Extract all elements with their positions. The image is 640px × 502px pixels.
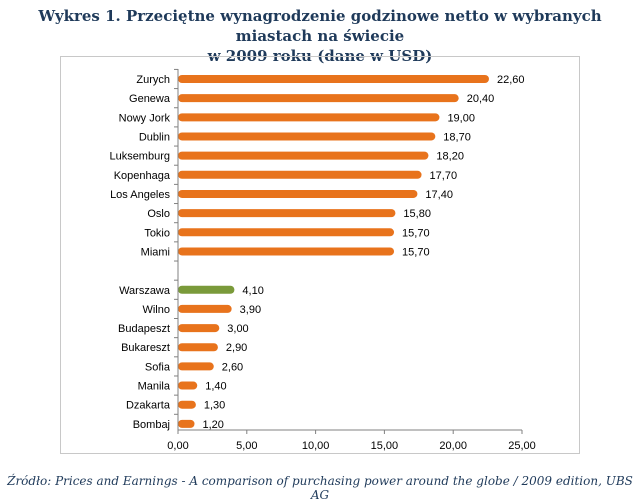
bar bbox=[178, 189, 418, 198]
category-label: Dublin bbox=[139, 131, 170, 143]
bar bbox=[178, 343, 218, 352]
value-label: 1,20 bbox=[203, 419, 224, 431]
x-tick-label: 25,00 bbox=[508, 440, 536, 452]
x-tick-label: 0,00 bbox=[167, 440, 188, 452]
value-label: 3,90 bbox=[240, 304, 261, 316]
bar bbox=[178, 209, 396, 218]
x-tick-label: 20,00 bbox=[439, 440, 467, 452]
chart-frame bbox=[60, 56, 580, 454]
value-label: 15,80 bbox=[403, 208, 431, 220]
value-label: 15,70 bbox=[402, 227, 430, 239]
bar bbox=[178, 419, 195, 428]
bar bbox=[178, 362, 214, 371]
category-label: Warszawa bbox=[119, 285, 171, 297]
x-tick-label: 5,00 bbox=[236, 440, 257, 452]
axis-group: 0,00 5,00 10,00 15,00 20,00 25,00 bbox=[167, 68, 536, 452]
bar bbox=[178, 151, 429, 160]
category-label: Budapeszt bbox=[118, 323, 170, 335]
bar bbox=[178, 94, 459, 103]
category-label: Nowy Jork bbox=[119, 112, 171, 124]
category-label: Bukareszt bbox=[121, 342, 170, 354]
category-label: Zurych bbox=[136, 74, 170, 86]
chart-title-line-1: Wykres 1. Przeciętne wynagrodzenie godzi… bbox=[38, 7, 602, 45]
category-label: Genewa bbox=[129, 93, 171, 105]
category-label: Luksemburg bbox=[109, 151, 170, 163]
bar bbox=[178, 247, 395, 256]
category-label: Miami bbox=[141, 246, 170, 258]
value-label: 4,10 bbox=[242, 285, 263, 297]
value-label: 20,40 bbox=[467, 93, 495, 105]
category-label: Oslo bbox=[147, 208, 170, 220]
bar bbox=[178, 381, 198, 390]
x-tick-label: 10,00 bbox=[302, 440, 330, 452]
bar bbox=[178, 400, 196, 409]
value-label: 1,40 bbox=[205, 381, 226, 393]
bar bbox=[178, 132, 436, 141]
value-label: 2,60 bbox=[222, 361, 243, 373]
bar bbox=[178, 324, 220, 333]
labels-group: Zurych 22,60 Genewa 20,40 Nowy Jork 19,00 Dubl… bbox=[109, 74, 524, 431]
value-label: 22,60 bbox=[497, 74, 525, 86]
category-label: Manila bbox=[138, 381, 171, 393]
category-label: Tokio bbox=[144, 227, 170, 239]
value-label: 17,70 bbox=[430, 170, 458, 182]
value-label: 18,20 bbox=[436, 151, 464, 163]
value-label: 2,90 bbox=[226, 342, 247, 354]
value-label: 18,70 bbox=[443, 131, 471, 143]
category-label: Bombaj bbox=[133, 419, 170, 431]
category-label: Sofia bbox=[145, 361, 171, 373]
value-label: 3,00 bbox=[227, 323, 248, 335]
category-label: Dzakarta bbox=[126, 400, 171, 412]
x-tick-label: 15,00 bbox=[371, 440, 399, 452]
value-label: 17,40 bbox=[425, 189, 453, 201]
value-label: 15,70 bbox=[402, 246, 430, 258]
bar bbox=[178, 170, 422, 179]
category-label: Los Angeles bbox=[110, 189, 170, 201]
category-label: Kopenhaga bbox=[114, 170, 171, 182]
chart-title: Wykres 1. Przeciętne wynagrodzenie godzi… bbox=[0, 6, 640, 66]
bars-group bbox=[178, 75, 489, 428]
bar bbox=[178, 228, 395, 237]
bar bbox=[178, 75, 489, 83]
value-label: 19,00 bbox=[447, 112, 475, 124]
category-label: Wilno bbox=[142, 304, 170, 316]
bar bbox=[178, 304, 232, 313]
bar bbox=[178, 285, 235, 294]
bar bbox=[178, 113, 440, 122]
value-label: 1,30 bbox=[204, 400, 225, 412]
